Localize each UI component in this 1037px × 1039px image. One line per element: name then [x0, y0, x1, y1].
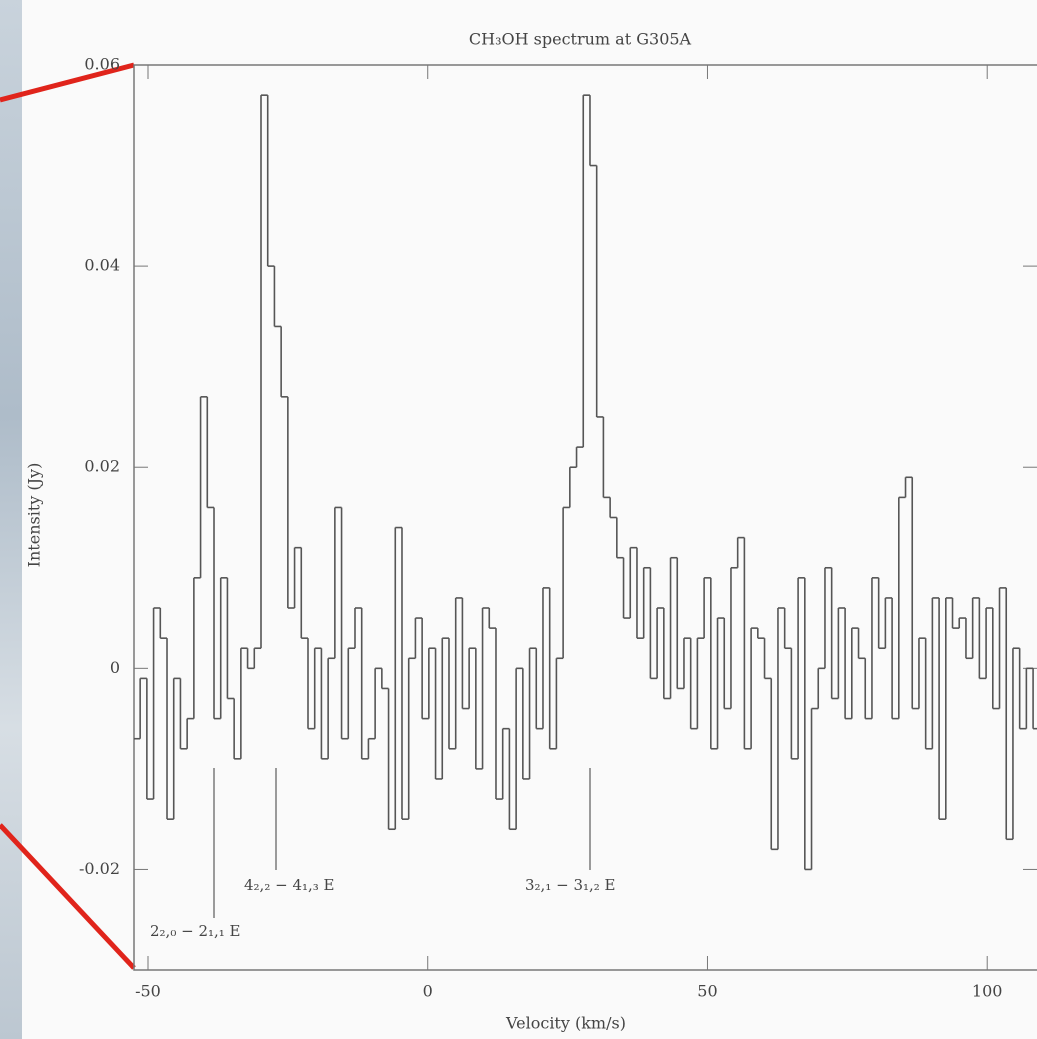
chart-panel: [22, 0, 1037, 1039]
plot-frame: [133, 64, 1037, 971]
y-tick-label: -0.02: [79, 859, 120, 878]
x-axis-label: Velocity (km/s): [505, 1014, 626, 1033]
chart-title: CH₃OH spectrum at G305A: [469, 30, 692, 49]
y-tick-label: 0.04: [84, 256, 120, 275]
x-tick-label: -50: [135, 982, 161, 1001]
y-tick-label: 0: [110, 658, 120, 677]
x-tick-label: 50: [697, 982, 717, 1001]
annotation: 4₂,₂ − 4₁,₃ E: [244, 876, 335, 894]
zoom-line: [0, 62, 135, 103]
x-tick-label: 0: [423, 982, 433, 1001]
y-axis-label: Intensity (Jy): [25, 463, 44, 568]
zoom-line: [0, 823, 136, 970]
annotation: 2₂,₀ − 2₁,₁ E: [150, 922, 241, 940]
spectrum: [134, 94, 1037, 871]
x-tick-label: 100: [972, 982, 1003, 1001]
annotation: 3₂,₁ − 3₁,₂ E: [525, 876, 616, 894]
y-tick-label: 0.02: [84, 457, 120, 476]
y-tick-label: 0.06: [84, 55, 120, 74]
